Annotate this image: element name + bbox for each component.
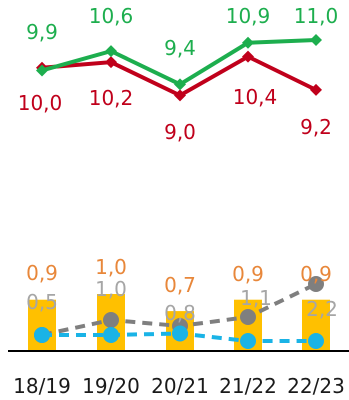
- blue-point-20/21: [172, 325, 188, 342]
- green-label-20/21: 9,4: [164, 36, 196, 60]
- green-label-19/20: 10,6: [89, 4, 134, 28]
- red-label-18/19: 10,0: [18, 91, 63, 115]
- blue-point-21/22: [240, 333, 256, 349]
- green-marker-22/23: [310, 34, 322, 46]
- green-marker-21/22: [242, 36, 254, 49]
- red-marker-21/22: [242, 50, 254, 63]
- x-tick-label-21/22: 21/22: [219, 374, 277, 398]
- bar-label-22/23: 0,9: [300, 262, 332, 286]
- green-label-18/19: 9,9: [26, 20, 58, 44]
- bar-label-18/19: 0,9: [26, 261, 58, 285]
- x-tick-label-19/20: 19/20: [82, 374, 140, 398]
- x-tick-label-18/19: 18/19: [13, 374, 71, 398]
- red-label-22/23: 9,2: [300, 115, 332, 139]
- bar-label-21/22: 0,9: [232, 262, 264, 286]
- green-marker-18/19: [36, 64, 48, 77]
- red-label-20/21: 9,0: [164, 120, 196, 144]
- gray-label-21/22: 1,1: [240, 286, 272, 310]
- red-marker-20/21: [174, 89, 186, 102]
- x-tick-label-20/21: 20/21: [151, 374, 209, 398]
- gray-label-19/20: 1,0: [95, 277, 127, 301]
- red-marker-19/20: [105, 56, 117, 69]
- red-marker-22/23: [310, 83, 322, 96]
- red-label-19/20: 10,2: [89, 86, 134, 110]
- gray-point-21/22: [240, 309, 256, 325]
- green-marker-19/20: [105, 45, 117, 58]
- blue-point-19/20: [103, 327, 119, 343]
- bar-label-20/21: 0,7: [164, 273, 196, 297]
- green-label-21/22: 10,9: [226, 4, 271, 28]
- red-label-21/22: 10,4: [233, 85, 278, 109]
- blue-point-22/23: [308, 333, 324, 349]
- x-tick-label-22/23: 22/23: [287, 374, 345, 398]
- gray-point-19/20: [103, 312, 119, 328]
- gray-point-22/23: [308, 276, 324, 292]
- bar-label-19/20: 1,0: [95, 255, 127, 279]
- gray-label-22/23: 2,2: [306, 297, 338, 321]
- green-label-22/23: 11,0: [294, 4, 339, 28]
- blue-point-18/19: [34, 327, 50, 343]
- gray-label-20/21: 0,8: [164, 301, 196, 325]
- green-marker-20/21: [174, 78, 186, 91]
- gray-label-18/19: 0,5: [26, 290, 58, 314]
